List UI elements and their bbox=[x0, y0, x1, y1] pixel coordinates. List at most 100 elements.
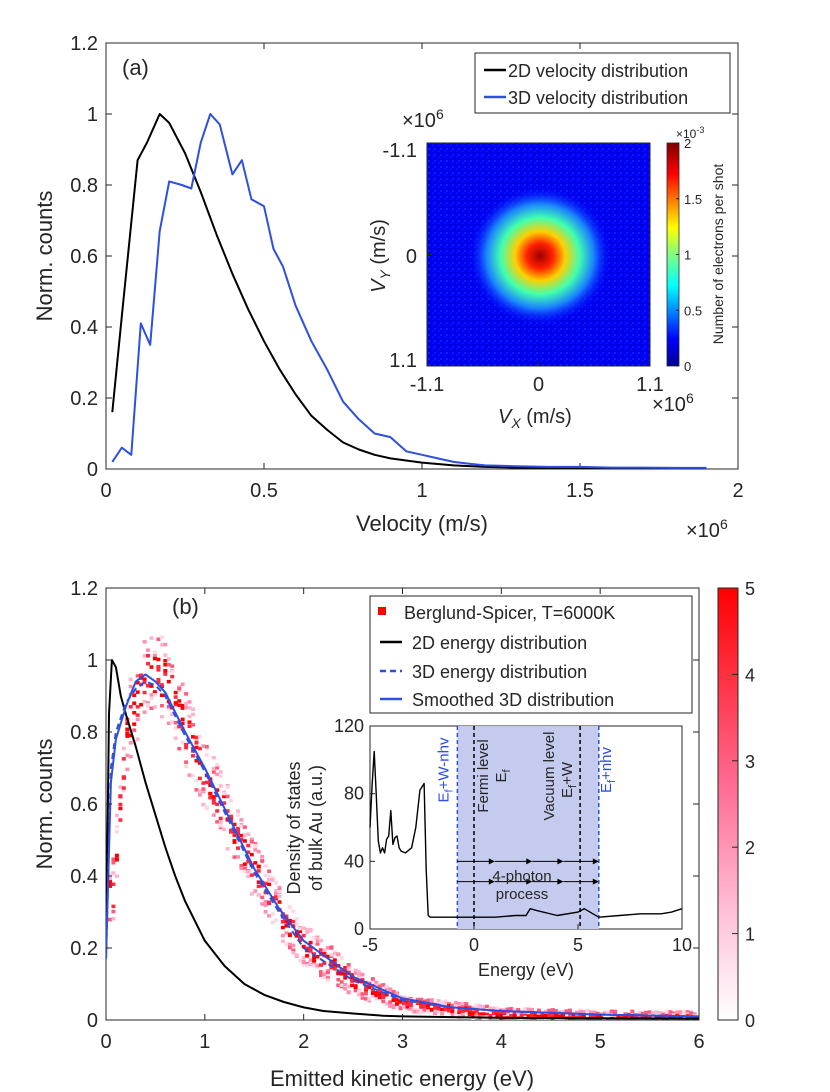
berglund-spicer-pixel bbox=[225, 794, 230, 799]
berglund-spicer-pixel bbox=[173, 690, 178, 695]
berglund-spicer-pixel bbox=[128, 733, 133, 738]
berglund-spicer-pixel bbox=[218, 824, 223, 828]
inset-a-y-tick-label: 0 bbox=[406, 246, 417, 268]
berglund-spicer-pixel bbox=[689, 1023, 693, 1027]
berglund-spicer-pixel bbox=[329, 946, 334, 950]
berglund-spicer-pixel bbox=[623, 1015, 628, 1019]
berglund-spicer-pixel bbox=[405, 1002, 410, 1006]
berglund-spicer-pixel bbox=[582, 1023, 586, 1026]
berglund-spicer-pixel bbox=[585, 1020, 589, 1024]
berglund-spicer-pixel bbox=[270, 878, 275, 882]
berglund-spicer-pixel bbox=[111, 857, 116, 861]
berglund-spicer-pixel bbox=[135, 717, 140, 722]
berglund-spicer-pixel bbox=[270, 912, 275, 916]
berglund-spicer-pixel bbox=[381, 999, 386, 1004]
berglund-spicer-pixel bbox=[325, 978, 330, 982]
legend-a-2d: 2D velocity distribution bbox=[508, 61, 688, 81]
berglund-spicer-pixel bbox=[249, 840, 254, 844]
x-tick-label: 2 bbox=[298, 1031, 309, 1053]
berglund-spicer-pixel bbox=[654, 1010, 659, 1014]
berglund-spicer-pixel bbox=[284, 931, 289, 935]
berglund-spicer-pixel bbox=[360, 972, 365, 977]
berglund-spicer-pixel bbox=[291, 943, 296, 948]
berglund-spicer-pixel bbox=[242, 866, 247, 870]
berglund-spicer-pixel bbox=[173, 701, 178, 705]
y-tick-label: 1.2 bbox=[70, 33, 98, 55]
berglund-spicer-pixel bbox=[610, 1022, 614, 1026]
berglund-spicer-pixel bbox=[114, 853, 119, 858]
berglund-spicer-pixel bbox=[648, 1023, 652, 1027]
berglund-spicer-pixel bbox=[419, 1004, 424, 1008]
berglund-spicer-pixel bbox=[201, 781, 206, 785]
berglund-spicer-pixel bbox=[305, 963, 310, 968]
berglund-spicer-pixel bbox=[246, 874, 251, 878]
berglund-spicer-pixel bbox=[191, 707, 195, 711]
berglund-spicer-pixel bbox=[408, 1007, 413, 1011]
berglund-spicer-pixel bbox=[495, 1010, 500, 1014]
berglund-spicer-pixel bbox=[585, 1021, 589, 1025]
berglund-spicer-pixel bbox=[388, 1002, 393, 1006]
berglund-spicer-pixel bbox=[339, 968, 344, 972]
berglund-spicer-pixel bbox=[655, 1021, 659, 1025]
berglund-spicer-pixel bbox=[339, 983, 344, 987]
berglund-spicer-pixel bbox=[308, 962, 313, 967]
berglund-spicer-pixel bbox=[291, 948, 296, 953]
berglund-spicer-pixel bbox=[471, 1017, 476, 1020]
berglund-spicer-pixel bbox=[526, 1007, 531, 1011]
berglund-spicer-pixel bbox=[495, 1017, 500, 1020]
berglund-spicer-pixel bbox=[346, 963, 351, 967]
inset-dos-label-fermi-ef: Ef bbox=[493, 769, 513, 783]
inset-a-xlabel: VX (m/s) bbox=[498, 406, 572, 431]
berglund-spicer-pixel bbox=[343, 987, 348, 991]
berglund-spicer-pixel bbox=[194, 735, 199, 740]
inset-a-colorbar-label: Number of electrons per shot bbox=[710, 164, 726, 345]
berglund-spicer-pixel bbox=[322, 952, 327, 956]
berglund-spicer-pixel bbox=[609, 1018, 614, 1020]
inset-a-x-tick-label: -1.1 bbox=[410, 374, 444, 396]
berglund-spicer-pixel bbox=[274, 889, 278, 893]
berglund-spicer-pixel bbox=[322, 972, 327, 976]
panel-a-legend: 2D velocity distribution 3D velocity dis… bbox=[474, 52, 731, 114]
inset-a-y-tick-label: -1.1 bbox=[383, 140, 417, 162]
berglund-spicer-pixel bbox=[671, 1013, 676, 1017]
berglund-spicer-pixel bbox=[215, 809, 220, 813]
berglund-spicer-pixel bbox=[291, 919, 296, 924]
berglund-spicer-pixel bbox=[142, 640, 147, 644]
berglund-spicer-pixel bbox=[464, 1004, 469, 1008]
berglund-spicer-pixel bbox=[481, 1005, 486, 1009]
panel-a-xlabel: Velocity (m/s) bbox=[356, 511, 488, 536]
berglund-spicer-pixel bbox=[211, 801, 216, 805]
berglund-spicer-pixel bbox=[509, 1014, 514, 1018]
berglund-spicer-pixel bbox=[128, 705, 133, 709]
berglund-spicer-pixel bbox=[170, 712, 175, 716]
berglund-spicer-pixel bbox=[582, 1022, 586, 1026]
berglund-spicer-pixel bbox=[184, 745, 189, 750]
berglund-spicer-pixel bbox=[512, 1014, 517, 1018]
berglund-spicer-pixel bbox=[637, 1023, 641, 1027]
panel-a: 0 0.5 1 1.5 2 0 0.2 0.4 0.6 0.8 1 1.2 (a) Norm. cou… bbox=[32, 33, 744, 542]
inset-dos-arrowhead bbox=[488, 858, 495, 865]
berglund-spicer-pixel bbox=[142, 654, 147, 658]
berglund-spicer-pixel bbox=[291, 909, 296, 914]
berglund-spicer-pixel bbox=[388, 987, 393, 991]
berglund-spicer-pixel bbox=[239, 866, 244, 871]
berglund-spicer-pixel bbox=[301, 960, 306, 965]
berglund-spicer-pixel bbox=[287, 945, 292, 950]
berglund-spicer-pixel bbox=[627, 1023, 631, 1027]
berglund-spicer-pixel bbox=[315, 939, 320, 943]
berglund-spicer-pixel bbox=[194, 788, 199, 792]
berglund-spicer-pixel bbox=[491, 1006, 496, 1011]
berglund-spicer-pixel bbox=[201, 802, 206, 807]
berglund-spicer-pixel bbox=[664, 1009, 669, 1014]
berglund-spicer-pixel bbox=[132, 728, 137, 732]
series-smoothed-3d-line bbox=[106, 673, 699, 1018]
inset-dos-shaded-region bbox=[457, 726, 599, 929]
berglund-spicer-pixel bbox=[146, 661, 150, 666]
berglund-spicer-pixel bbox=[114, 825, 119, 829]
berglund-spicer-pixel bbox=[443, 1007, 448, 1011]
berglund-spicer-pixel bbox=[280, 925, 285, 930]
berglund-spicer-pixel bbox=[263, 890, 268, 895]
berglund-spicer-pixel bbox=[457, 1010, 462, 1014]
berglund-spicer-pixel bbox=[260, 859, 265, 863]
berglund-spicer-pixel bbox=[561, 1019, 566, 1020]
